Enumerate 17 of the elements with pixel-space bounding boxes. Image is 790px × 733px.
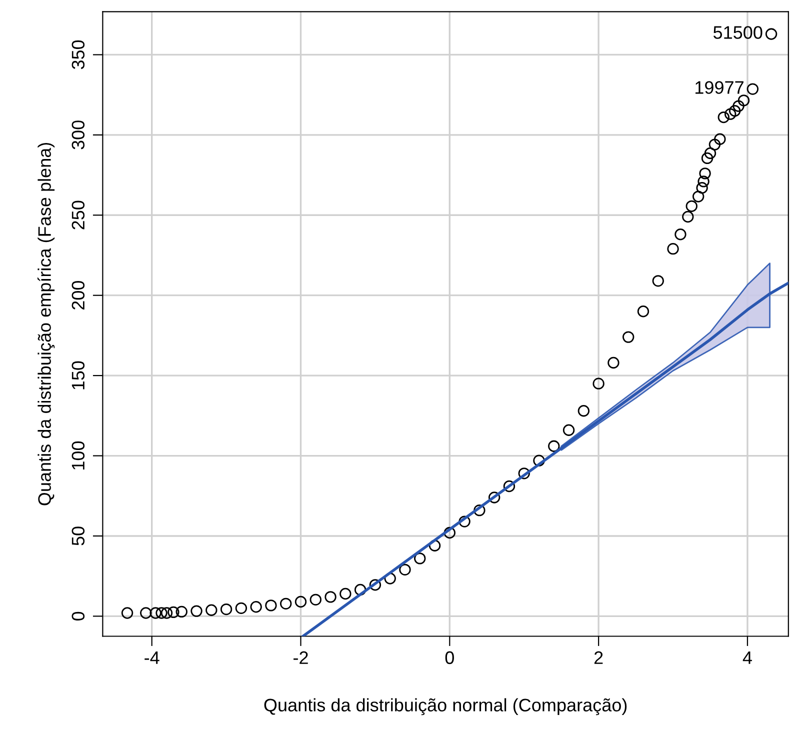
y-tick-label: 200 [72, 280, 85, 310]
y-axis-title: Quantis da distribuição empírica (Fase plena) [37, 142, 55, 506]
annotation: 19977 [696, 81, 744, 94]
y-tick-label: 50 [72, 526, 85, 546]
x-tick-label: 2 [594, 651, 603, 664]
x-tick-label: -2 [294, 651, 308, 664]
x-tick-label: 0 [445, 651, 454, 664]
y-tick-label: 250 [72, 200, 85, 230]
x-tick-label: -4 [144, 651, 160, 664]
y-tick-label: 350 [72, 40, 85, 70]
x-axis-title: Quantis da distribuição normal (Comparação) [264, 698, 627, 716]
y-tick-label: 300 [72, 120, 85, 150]
y-tick-label: 150 [72, 361, 85, 390]
y-tick-label: 0 [72, 612, 85, 621]
annotation: 51500 [713, 26, 762, 39]
y-tick-label: 100 [72, 441, 85, 470]
x-tick-label: 4 [742, 651, 752, 664]
